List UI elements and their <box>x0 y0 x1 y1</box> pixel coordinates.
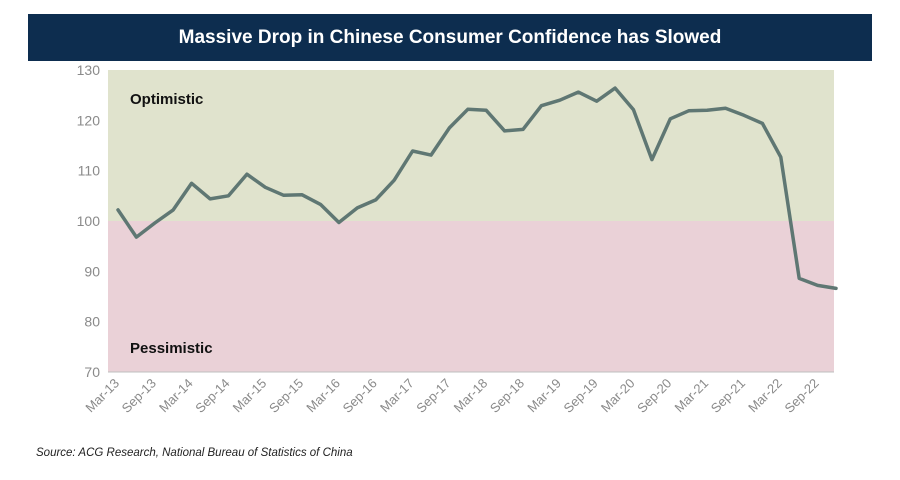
x-tick-label: Sep-15 <box>266 376 306 416</box>
x-tick-label: Sep-16 <box>340 376 380 416</box>
x-tick-label: Mar-20 <box>598 376 638 416</box>
background-regions <box>108 70 834 372</box>
x-tick-label: Sep-19 <box>561 376 601 416</box>
x-tick-label: Sep-21 <box>708 376 748 416</box>
x-tick-label: Sep-22 <box>781 376 821 416</box>
series-line-consumer-confidence <box>116 86 838 291</box>
y-tick-label: 90 <box>84 263 100 279</box>
y-tick-label: 80 <box>84 314 100 330</box>
y-tick-label: 70 <box>84 364 100 380</box>
x-tick-label: Sep-18 <box>487 376 527 416</box>
x-tick-label: Sep-20 <box>634 376 674 416</box>
x-tick-label: Mar-17 <box>377 376 417 416</box>
source-note: Source: ACG Research, National Bureau of… <box>36 447 353 459</box>
region-pessimistic <box>108 221 834 372</box>
x-tick-label: Sep-13 <box>119 376 159 416</box>
x-tick-label: Sep-17 <box>413 376 453 416</box>
y-tick-label: 120 <box>77 112 101 128</box>
region-label-pessimistic: Pessimistic <box>130 340 213 357</box>
x-tick-label: Mar-22 <box>745 376 785 416</box>
y-tick-label: 130 <box>77 62 101 78</box>
x-tick-label: Mar-15 <box>230 376 270 416</box>
x-tick-label: Mar-19 <box>524 376 564 416</box>
x-tick-label: Mar-13 <box>82 376 122 416</box>
x-tick-label: Mar-14 <box>156 376 196 416</box>
region-labels: Optimistic Pessimistic <box>130 91 213 357</box>
series-lines <box>116 86 838 291</box>
y-tick-label: 100 <box>77 213 101 229</box>
x-tick-label: Sep-14 <box>192 376 232 416</box>
x-tick-label: Mar-21 <box>672 376 712 416</box>
x-tick-label: Mar-18 <box>451 376 491 416</box>
chart-title: Massive Drop in Chinese Consumer Confide… <box>28 14 872 61</box>
x-tick-label: Mar-16 <box>303 376 343 416</box>
y-tick-label: 110 <box>78 163 101 179</box>
region-label-optimistic: Optimistic <box>130 91 203 108</box>
